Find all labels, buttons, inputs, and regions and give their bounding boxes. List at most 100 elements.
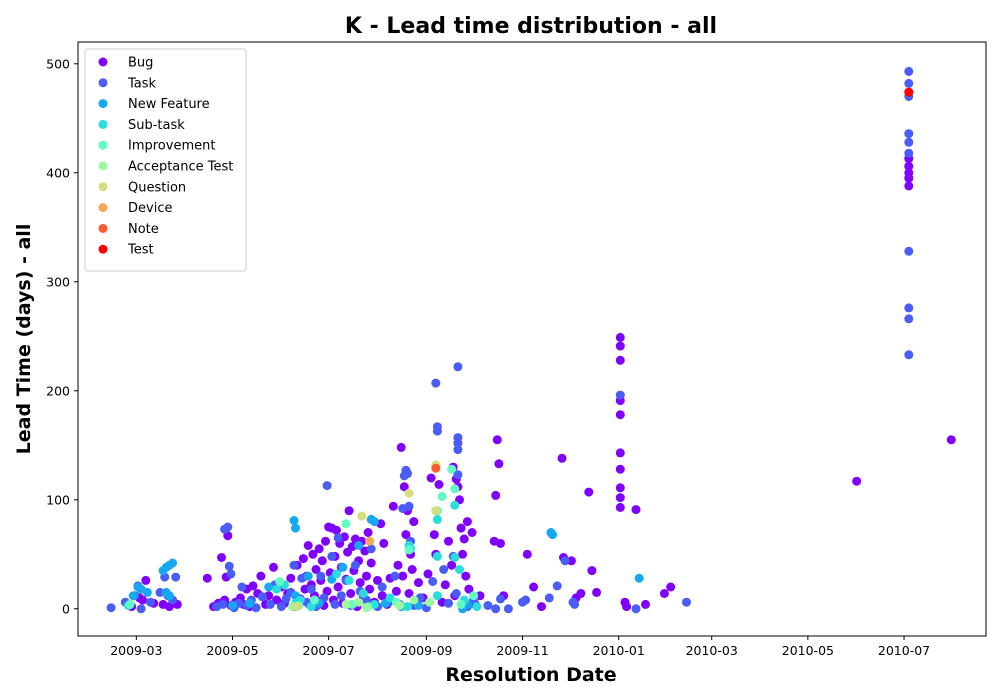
point-task xyxy=(904,148,914,158)
point-bug xyxy=(440,580,450,590)
point-task xyxy=(453,445,463,455)
point-bug xyxy=(429,530,439,540)
x-axis-label: Resolution Date xyxy=(445,664,616,686)
point-bug xyxy=(584,487,594,497)
point-new-feature xyxy=(168,558,178,568)
point-bug xyxy=(615,355,625,365)
legend-marker xyxy=(98,57,108,67)
point-task xyxy=(306,584,316,594)
point-task xyxy=(237,582,247,592)
x-axis: 2009-03 2009-05 2009-07 2009-09 2009-11 2010-… xyxy=(110,636,930,658)
point-new-feature xyxy=(164,591,174,601)
point-bug xyxy=(615,448,625,458)
point-improvement xyxy=(125,599,135,609)
point-bug xyxy=(615,332,625,342)
point-sub-task xyxy=(472,602,482,612)
point-improvement xyxy=(275,577,285,586)
point-improvement xyxy=(341,519,351,529)
point-bug xyxy=(423,569,433,579)
point-acceptance-test xyxy=(341,599,351,609)
point-device xyxy=(365,536,375,546)
legend-marker xyxy=(98,119,108,129)
x-tick-label: 2009-05 xyxy=(206,643,258,658)
point-task xyxy=(403,469,412,479)
point-new-feature xyxy=(354,541,364,550)
point-bug xyxy=(904,181,914,191)
legend-marker xyxy=(98,223,108,233)
point-new-feature xyxy=(369,517,379,527)
point-bug xyxy=(355,578,365,588)
point-new-feature xyxy=(142,587,152,597)
point-bug xyxy=(401,530,411,540)
point-bug xyxy=(393,560,403,570)
point-bug xyxy=(269,562,278,572)
point-sub-task xyxy=(272,584,282,594)
y-tick-label: 400 xyxy=(46,165,70,180)
point-bug xyxy=(272,595,282,605)
point-bug xyxy=(217,553,226,562)
point-bug xyxy=(377,591,387,601)
legend-entry-label: Test xyxy=(127,243,154,258)
x-tick-label: 2009-11 xyxy=(496,643,548,658)
point-task xyxy=(350,560,360,570)
point-question xyxy=(431,506,441,516)
point-task xyxy=(631,604,641,614)
legend-marker xyxy=(98,161,108,171)
point-task xyxy=(451,589,461,598)
x-tick-label: 2010-01 xyxy=(593,643,645,658)
point-task xyxy=(224,561,234,571)
point-sub-task xyxy=(358,589,368,598)
point-task xyxy=(552,581,562,591)
legend-marker xyxy=(98,244,108,254)
point-task xyxy=(521,595,531,605)
x-tick-label: 2009-09 xyxy=(400,643,452,658)
x-tick-label: 2010-03 xyxy=(686,643,738,658)
point-improvement xyxy=(404,545,414,555)
point-bug xyxy=(576,589,586,598)
point-bug xyxy=(303,541,313,550)
point-task xyxy=(904,129,914,139)
legend-marker xyxy=(98,140,108,150)
legend-entry-label: Device xyxy=(128,201,172,216)
point-bug xyxy=(904,161,914,171)
point-bug xyxy=(522,549,532,559)
point-bug xyxy=(615,464,625,474)
legend-entry-label: Acceptance Test xyxy=(128,160,233,175)
y-tick-label: 300 xyxy=(46,274,70,289)
point-new-feature xyxy=(338,562,348,572)
point-bug xyxy=(592,587,602,597)
y-tick-label: 0 xyxy=(62,601,70,616)
point-task xyxy=(682,597,691,607)
point-task xyxy=(431,378,441,388)
point-task xyxy=(439,565,449,574)
point-bug xyxy=(946,435,956,445)
point-bug xyxy=(317,556,327,566)
point-sub-task xyxy=(455,565,464,574)
point-bug xyxy=(426,473,436,483)
point-sub-task xyxy=(432,551,442,561)
point-bug xyxy=(615,410,625,420)
point-bug xyxy=(444,536,453,546)
y-tick-label: 200 xyxy=(46,383,70,398)
points-layer xyxy=(106,66,956,614)
x-tick-label: 2009-03 xyxy=(110,643,162,658)
legend-entry-label: Improvement xyxy=(128,139,215,154)
point-acceptance-test xyxy=(425,597,434,607)
point-task xyxy=(453,438,463,448)
point-task xyxy=(560,556,570,566)
point-task xyxy=(390,571,400,581)
point-bug xyxy=(202,573,212,583)
point-bug xyxy=(396,442,406,452)
point-task xyxy=(223,522,233,532)
point-task xyxy=(544,593,554,603)
y-axis-label: Lead Time (days) - all xyxy=(13,224,35,455)
point-task xyxy=(904,303,914,313)
point-bug xyxy=(409,517,419,527)
point-acceptance-test xyxy=(395,601,405,610)
legend-entry-label: Note xyxy=(128,222,159,237)
point-bug xyxy=(308,549,318,559)
point-bug xyxy=(141,575,151,585)
point-bug xyxy=(557,453,567,463)
point-bug xyxy=(467,528,477,537)
